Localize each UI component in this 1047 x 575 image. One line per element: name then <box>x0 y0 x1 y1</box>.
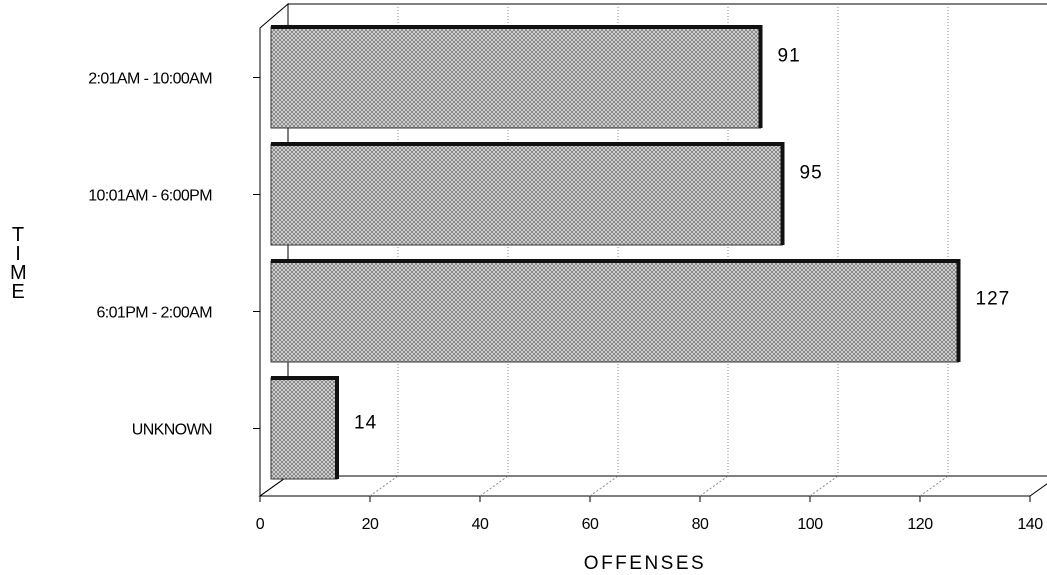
x-tick-label: 80 <box>692 516 709 533</box>
category-label: UNKNOWN <box>132 422 212 439</box>
bar-edge <box>271 259 961 362</box>
bar-value-label: 14 <box>354 413 377 434</box>
floor-grid-line <box>479 475 509 497</box>
y-axis-title-letter: M <box>10 262 27 284</box>
bar-value-label: 95 <box>800 163 823 184</box>
x-axis-title: OFFENSES <box>584 553 706 574</box>
y-axis-title-letter: E <box>11 281 25 303</box>
bar <box>270 260 959 363</box>
floor-grid-line <box>809 475 839 497</box>
floor-grid-line <box>369 475 399 497</box>
x-tick-label: 40 <box>472 516 489 533</box>
bar-edge <box>271 142 785 245</box>
y-axis-title-letter: I <box>15 243 21 265</box>
floor <box>258 475 1047 497</box>
x-tick-label: 0 <box>256 516 265 533</box>
x-tick-label: 100 <box>797 516 823 533</box>
category-label: 2:01AM - 10:00AM <box>88 71 212 88</box>
y-axis-title: T I M E <box>10 224 27 303</box>
floor-grid-line <box>589 475 619 497</box>
bar-edge <box>271 25 763 128</box>
bar <box>270 377 338 480</box>
x-tick-label: 20 <box>362 516 379 533</box>
floor-grid-line <box>699 475 729 497</box>
floor-grid-line <box>919 475 949 497</box>
y-axis-title-letter: T <box>11 224 25 246</box>
category-label: 6:01PM - 2:00AM <box>96 305 212 322</box>
x-tick-label: 140 <box>1017 516 1043 533</box>
x-tick-label: 120 <box>907 516 933 533</box>
bar <box>270 26 761 129</box>
category-label: 10:01AM - 6:00PM <box>88 188 212 205</box>
bar-value-label: 127 <box>976 289 1011 310</box>
x-tick-label: 60 <box>582 516 599 533</box>
bar-edge <box>271 376 339 479</box>
bar <box>270 143 783 246</box>
bar-value-label: 91 <box>778 46 801 67</box>
